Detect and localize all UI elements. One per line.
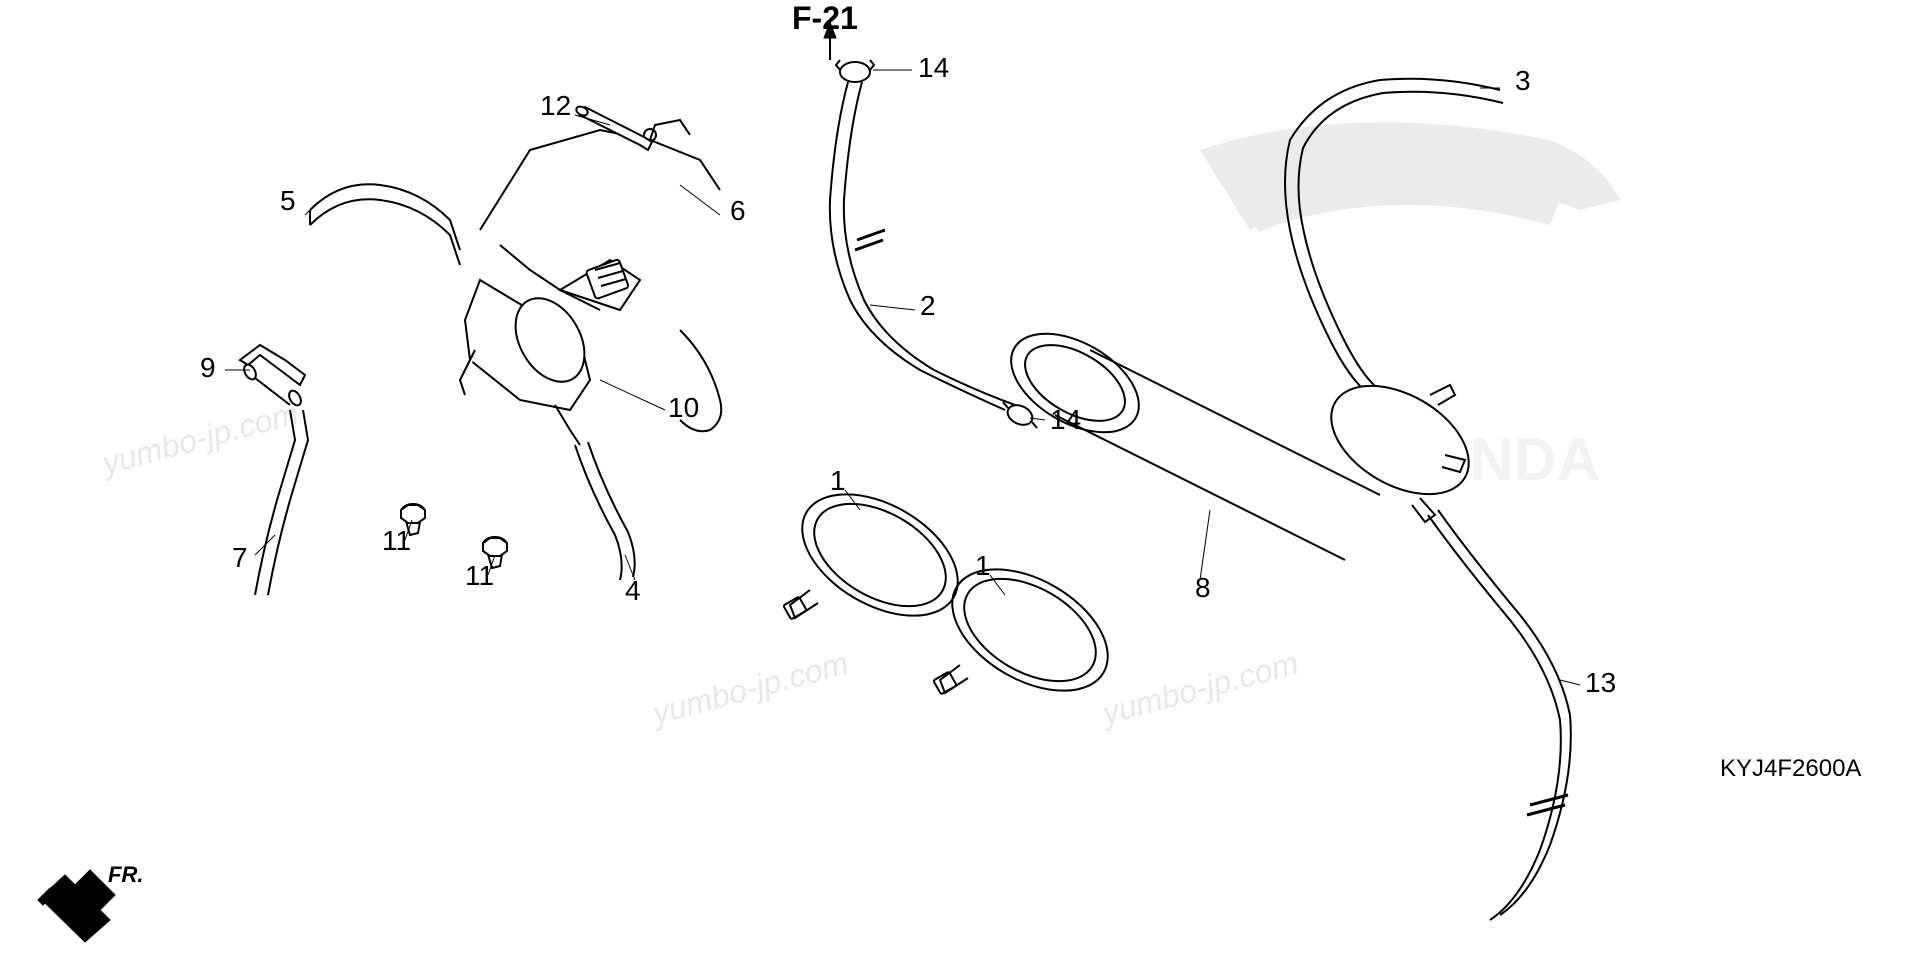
callout-6: 6 bbox=[730, 195, 746, 227]
front-indicator: FR. bbox=[108, 862, 143, 888]
parts-diagram: yumbo-jp.com yumbo-jp.com yumbo-jp.com H… bbox=[0, 0, 1921, 961]
callout-8: 8 bbox=[1195, 572, 1211, 604]
diagram-svg: HONDA bbox=[0, 0, 1921, 961]
diagram-code: KYJ4F2600A bbox=[1720, 755, 1861, 783]
callout-1b: 1 bbox=[975, 550, 991, 582]
callout-7: 7 bbox=[232, 542, 248, 574]
callout-1a: 1 bbox=[830, 465, 846, 497]
callout-4: 4 bbox=[625, 575, 641, 607]
callout-9: 9 bbox=[200, 352, 216, 384]
callout-13: 13 bbox=[1585, 667, 1616, 699]
callout-10: 10 bbox=[668, 392, 699, 424]
callout-12: 12 bbox=[540, 90, 571, 122]
callout-3: 3 bbox=[1515, 65, 1531, 97]
callout-11b: 11 bbox=[465, 560, 494, 592]
callout-11a: 11 bbox=[382, 525, 411, 557]
callout-14b: 14 bbox=[1050, 404, 1081, 436]
callout-14a: 14 bbox=[918, 52, 949, 84]
callout-2: 2 bbox=[920, 290, 936, 322]
reference-label: F-21 bbox=[792, 0, 858, 37]
callout-5: 5 bbox=[280, 185, 296, 217]
